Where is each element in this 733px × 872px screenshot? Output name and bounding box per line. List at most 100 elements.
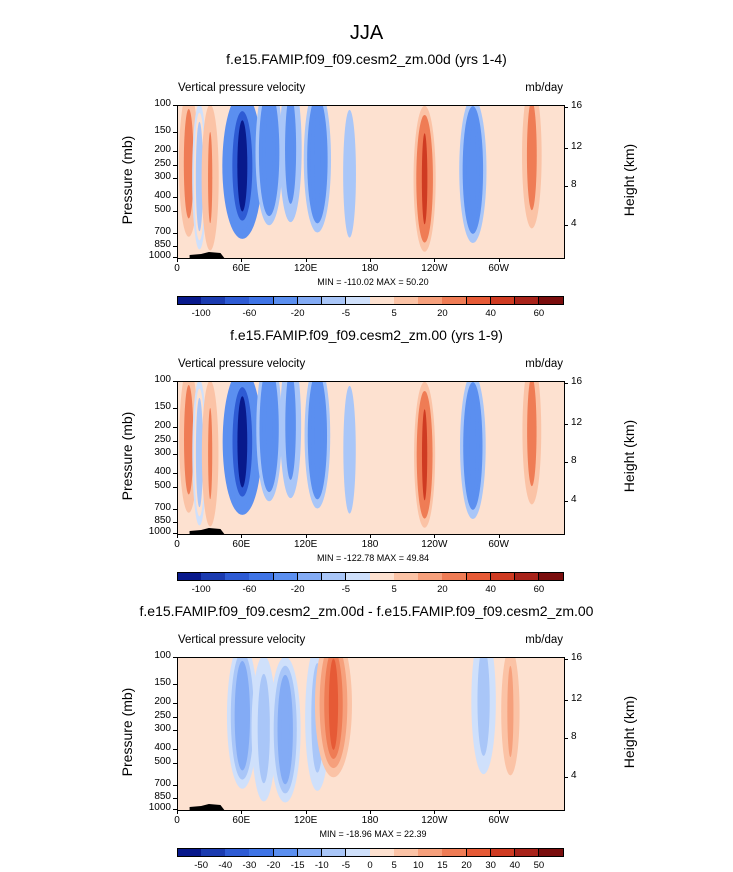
x-tick-mark	[498, 258, 500, 262]
x-tick-label: 180	[361, 539, 379, 550]
panel-subtitle-right: mb/day	[525, 634, 563, 646]
y-right-tick-mark	[564, 383, 568, 385]
x-tick-mark	[370, 810, 371, 814]
y-right-tick-mark	[564, 699, 568, 701]
y-tick-label: 850	[154, 515, 171, 527]
x-tick-mark	[498, 810, 500, 814]
y-tick-label: 850	[154, 791, 171, 803]
y-tick-label: 400	[154, 465, 171, 477]
field-contour-3-3	[237, 396, 248, 488]
panel-title: f.e15.FAMIP.f09_f09.cesm2_zm.00 (yrs 1-9…	[230, 327, 503, 343]
colorbar-segment	[394, 572, 419, 581]
y-right-tick-mark	[564, 738, 568, 740]
y-tick-mark	[173, 809, 177, 810]
colorbar-label: 20	[437, 308, 448, 319]
x-tick-label: 60E	[232, 815, 251, 826]
y-tick-mark	[173, 441, 177, 443]
x-tick-mark	[370, 258, 371, 262]
y-axis-title: Pressure (mb)	[119, 687, 135, 777]
colorbar-label: 0	[367, 860, 373, 871]
colorbar-segment	[538, 296, 564, 305]
field-contour-0-3	[186, 394, 192, 486]
y-tick-label: 300	[154, 446, 171, 458]
contour-svg	[178, 382, 564, 534]
colorbar-segment	[466, 848, 492, 857]
y-tick-label: 500	[154, 480, 171, 492]
y-axis-right-title: Height (km)	[621, 419, 637, 493]
colorbar-segment	[345, 848, 371, 857]
field-contour-8-3	[421, 409, 428, 501]
colorbar-label: 40	[485, 584, 496, 595]
colorbar-label: -20	[266, 860, 281, 871]
colorbar-segment	[297, 572, 323, 581]
colorbar-segment	[201, 296, 226, 305]
y-tick-label: 400	[154, 741, 171, 753]
colorbar-segment	[273, 848, 299, 857]
y-tick-mark	[173, 165, 177, 167]
colorbar-label: -100	[191, 584, 211, 595]
field-contour-6-3	[314, 389, 321, 482]
x-tick-mark	[305, 258, 307, 262]
y-tick-label: 200	[154, 695, 171, 707]
colorbar-segment	[490, 296, 516, 305]
colorbar-label: 5	[391, 860, 397, 871]
colorbar-segment	[466, 572, 492, 581]
y-right-tick-mark	[564, 462, 568, 464]
colorbar-segment	[442, 296, 467, 305]
y-tick-label: 700	[154, 778, 171, 790]
x-tick-mark	[498, 534, 500, 538]
colorbar-segment	[177, 848, 202, 857]
field-contour-1-3	[197, 406, 202, 499]
y-tick-mark	[173, 729, 177, 731]
y-right-tick-mark	[564, 225, 568, 227]
colorbar-segment	[177, 572, 202, 581]
y-right-tick-label: 16	[571, 100, 583, 112]
x-tick-label: 120W	[421, 263, 448, 274]
contour-svg	[178, 106, 564, 258]
colorbar-segment	[225, 296, 250, 305]
y-tick-mark	[173, 426, 177, 428]
y-right-tick-label: 8	[571, 455, 577, 467]
colorbar-label: -20	[290, 584, 305, 595]
colorbar-label: 40	[509, 860, 521, 871]
colorbar-segment	[321, 296, 347, 305]
field-contour-2-3	[208, 407, 213, 500]
panel-subtitle-left: Vertical pressure velocity	[178, 634, 306, 646]
y-tick-mark	[173, 407, 177, 409]
field-contour-10-3	[529, 385, 535, 478]
field-contour-2-3	[281, 683, 290, 776]
colorbar-label: 40	[485, 308, 496, 319]
x-tick-label: 180	[361, 815, 379, 826]
contour-plot	[177, 381, 565, 535]
page-title: JJA	[349, 22, 384, 44]
y-tick-label: 400	[154, 189, 171, 201]
colorbar-segment	[490, 848, 516, 857]
y-axis-title: Pressure (mb)	[119, 411, 135, 501]
x-tick-label: 60E	[232, 263, 251, 274]
y-tick-mark	[173, 522, 177, 524]
x-tick-label: 60W	[488, 263, 509, 274]
colorbar-segment	[177, 296, 202, 305]
colorbar-label: 10	[412, 860, 424, 871]
colorbar-label: 50	[533, 860, 545, 871]
x-tick-mark	[241, 810, 243, 814]
colorbar-label: -60	[242, 308, 257, 319]
panel-subtitle-left: Vertical pressure velocity	[178, 358, 306, 370]
colorbar-label: -10	[314, 860, 329, 871]
y-tick-mark	[173, 196, 177, 198]
colorbar-segment	[273, 572, 299, 581]
field-contour-4-3	[265, 106, 273, 198]
y-tick-label: 250	[154, 158, 171, 170]
y-tick-label: 500	[154, 756, 171, 768]
colorbar-segment	[394, 296, 419, 305]
colorbar-segment	[345, 572, 371, 581]
y-right-tick-label: 4	[571, 218, 577, 230]
colorbar-segment	[370, 848, 395, 857]
colorbar-label: 60	[533, 308, 545, 319]
colorbar-segment	[370, 572, 395, 581]
colorbar-label: -40	[218, 860, 233, 871]
y-right-tick-label: 16	[571, 376, 583, 388]
y-axis-title: Pressure (mb)	[119, 135, 135, 225]
field-contour-10-3	[529, 109, 535, 202]
panel-subtitle-right: mb/day	[525, 358, 563, 370]
